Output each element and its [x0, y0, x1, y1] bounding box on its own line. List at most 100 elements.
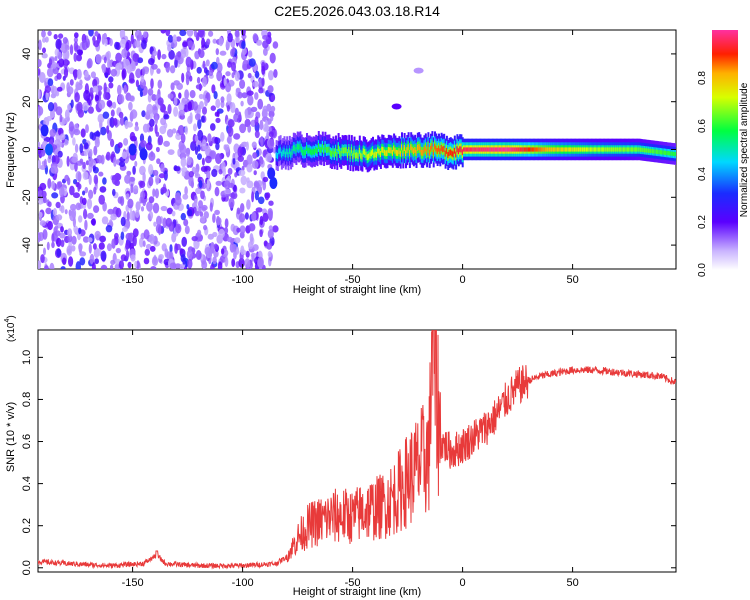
heatmap-cell [212, 213, 216, 224]
heatmap-cell [218, 228, 225, 239]
heatmap-cell [332, 148, 335, 155]
heatmap-cell [387, 146, 390, 153]
heatmap-cell [95, 54, 102, 64]
heatmap-cell [296, 143, 299, 150]
heatmap-cell [92, 165, 96, 172]
heatmap-cell [231, 258, 236, 267]
heatmap-cell [451, 150, 454, 157]
heatmap-cell [667, 151, 670, 156]
heatmap-cell [178, 92, 182, 99]
heatmap-cell [599, 147, 601, 152]
heatmap-cell [68, 256, 74, 267]
heatmap-cell [481, 147, 484, 152]
heatmap-cell [272, 41, 279, 49]
heatmap-cell [112, 188, 116, 197]
heatmap-cell [212, 38, 217, 44]
heatmap-cell [471, 147, 473, 152]
heatmap-cell [514, 147, 517, 152]
heatmap-cell [163, 114, 170, 120]
heatmap-cell [73, 52, 78, 62]
colorbar-tick-label: 0.8 [697, 71, 708, 85]
heatmap-cell [179, 30, 187, 37]
heatmap-cell [241, 47, 247, 55]
heatmap-cell [123, 58, 131, 70]
heatmap-cell [84, 70, 89, 78]
heatmap-cell [125, 250, 130, 260]
heatmap-cell [59, 232, 66, 239]
heatmap-cell [587, 147, 590, 152]
heatmap-cell [227, 32, 233, 43]
heatmap-cell [56, 72, 62, 80]
x-tick-label: 50 [566, 274, 578, 286]
heatmap-cell [45, 91, 49, 101]
heatmap-cell [100, 154, 105, 165]
heatmap-cell [115, 62, 123, 71]
heatmap-cell [75, 202, 82, 211]
heatmap-cell [214, 209, 221, 215]
heatmap-cell [51, 61, 57, 69]
x-tick-label: -100 [232, 577, 254, 589]
heatmap-cell [63, 67, 69, 78]
heatmap-cell [142, 172, 146, 183]
heatmap-cell [323, 148, 326, 154]
heatmap-cell [155, 146, 160, 153]
heatmap-cell [459, 146, 462, 153]
heatmap-cell [195, 250, 202, 260]
heatmap-cell [362, 148, 365, 155]
snr-y-ticks: 0.0 0.2 0.4 0.6 0.8 1.0 [21, 350, 676, 575]
heatmap-cell [247, 241, 254, 250]
heatmap-cell [391, 103, 402, 110]
heatmap-cell [50, 165, 58, 174]
heatmap-cell [262, 176, 269, 183]
heatmap-cell [559, 147, 562, 152]
heatmap-cell [445, 148, 448, 154]
heatmap-cell [237, 146, 243, 158]
heatmap-cell [399, 150, 402, 157]
heatmap-cell [537, 147, 539, 152]
heatmap-cell [93, 131, 101, 137]
heatmap-cell [244, 108, 249, 120]
heatmap-cell [117, 142, 123, 149]
heatmap-cell [247, 94, 254, 106]
heatmap-cell [56, 86, 63, 92]
heatmap-cell [148, 196, 155, 204]
heatmap-cell [227, 126, 234, 137]
heatmap-cell [254, 92, 259, 100]
heatmap-cell [107, 67, 111, 76]
heatmap-cell [406, 147, 409, 154]
heatmap-cell [671, 151, 674, 156]
heatmap-cell [44, 36, 49, 43]
heatmap-cell [223, 227, 229, 235]
heatmap-cell [109, 116, 115, 128]
heatmap-cell [550, 147, 553, 152]
heatmap-cell [167, 93, 174, 99]
heatmap-cell [476, 147, 479, 152]
heatmap-cell [510, 147, 513, 152]
heatmap-cell [173, 96, 178, 106]
heatmap-cell [527, 147, 530, 152]
heatmap-cell [379, 151, 382, 157]
heatmap-cell [152, 188, 156, 197]
heatmap-cell [315, 147, 318, 153]
heatmap-cell [156, 68, 161, 74]
heatmap-cell [180, 157, 187, 168]
heatmap-cell [196, 66, 202, 74]
heatmap-cell [84, 186, 89, 194]
heatmap-cell [273, 69, 278, 78]
heatmap-cell [45, 143, 53, 156]
heatmap-cell [538, 147, 541, 152]
heatmap-cell [205, 59, 210, 67]
heatmap-cell [246, 154, 253, 166]
heatmap-cell [319, 146, 322, 153]
heatmap-cell [189, 112, 193, 123]
heatmap-cell [181, 72, 185, 83]
heatmap-cell [220, 96, 225, 103]
heatmap-cell [436, 148, 439, 154]
heatmap-cell [226, 236, 233, 243]
heatmap-cell [222, 166, 226, 177]
heatmap-cell [238, 213, 246, 223]
heatmap-cell [85, 160, 90, 166]
heatmap-cell [383, 149, 386, 156]
heatmap-cell [213, 243, 218, 250]
